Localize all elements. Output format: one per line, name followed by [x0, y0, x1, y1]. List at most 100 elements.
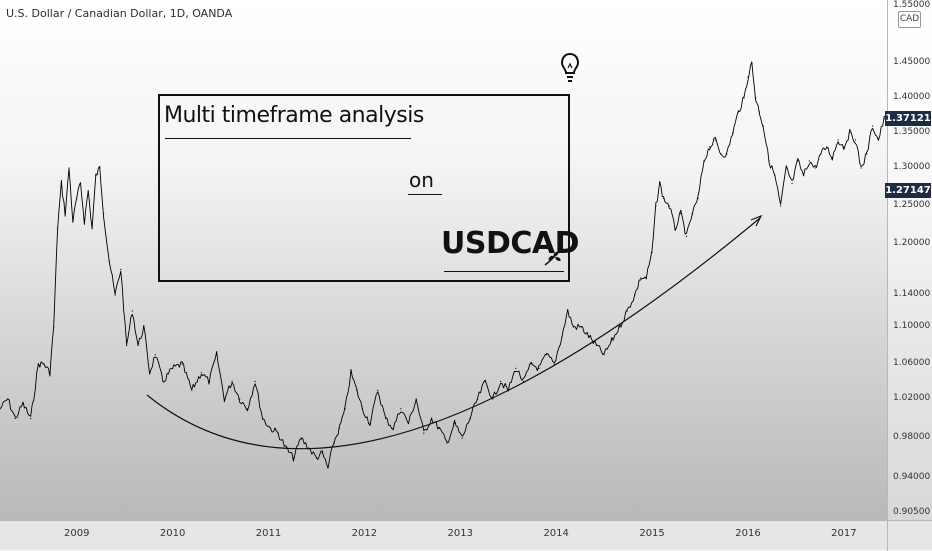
price-point: [651, 251, 653, 254]
rounded-bottom-arc: [146, 217, 761, 450]
sprig-icon: [544, 248, 562, 266]
price-point: [91, 228, 93, 230]
price-point: [64, 213, 66, 215]
price-point: [72, 220, 74, 222]
price-point: [392, 427, 394, 429]
price-point: [191, 389, 193, 391]
price-tick-label: 1.02000: [893, 393, 931, 403]
price-point: [315, 457, 317, 459]
price-point: [262, 417, 264, 420]
price-point: [645, 277, 647, 279]
price-point: [83, 220, 85, 222]
price-point: [356, 389, 358, 391]
price-point: [108, 260, 110, 262]
time-tick-label: 2010: [159, 528, 186, 539]
price-point: [686, 235, 688, 237]
price-point: [120, 268, 122, 271]
price-tick-label: 1.20000: [893, 238, 931, 248]
price-point: [703, 160, 705, 162]
price-point: [137, 344, 139, 347]
price-point: [751, 62, 753, 64]
price-point: [726, 153, 728, 155]
price-point: [469, 417, 471, 420]
price-tick-label: 1.14000: [893, 289, 931, 299]
price-tick-label: 0.90500: [893, 507, 931, 517]
price-tick-label: 0.94000: [893, 472, 931, 482]
price-point: [350, 372, 352, 374]
price-point: [854, 139, 857, 141]
price-point: [755, 97, 757, 99]
price-series-layer: [0, 61, 887, 469]
price-point: [808, 160, 810, 162]
price-point: [553, 363, 555, 365]
price-point: [697, 197, 699, 199]
price-point: [87, 190, 89, 192]
lightbulb-icon: [560, 52, 580, 82]
price-point: [626, 310, 628, 312]
price-point: [791, 182, 793, 184]
price-point: [430, 417, 433, 420]
price-point: [831, 156, 833, 159]
price-point: [618, 326, 621, 328]
price-point: [333, 442, 335, 444]
price-point: [461, 437, 463, 439]
price-point: [400, 408, 402, 410]
price-point: [680, 213, 682, 215]
price-point: [640, 277, 642, 279]
price-point: [208, 380, 210, 383]
price-point: [53, 326, 55, 328]
current-price-tag: 1.37121: [885, 111, 931, 127]
price-point: [826, 146, 828, 148]
annotation-line-2: on: [409, 168, 434, 192]
price-point: [768, 160, 770, 162]
price-tick-label: 1.40000: [893, 92, 931, 102]
price-point: [76, 197, 78, 199]
price-tick-label: 1.45000: [893, 57, 931, 67]
price-point: [837, 139, 839, 141]
time-tick-label: 2009: [63, 528, 90, 539]
annotation-underline-2: [408, 194, 442, 195]
price-point: [655, 205, 657, 207]
price-point: [877, 139, 880, 141]
arc-arrowhead: [750, 214, 763, 227]
price-point: [843, 146, 845, 148]
price-point: [131, 310, 133, 312]
price-axis[interactable]: [887, 0, 932, 520]
price-point: [747, 76, 749, 78]
price-point: [714, 139, 717, 141]
time-axis[interactable]: [0, 520, 887, 551]
price-point: [246, 408, 248, 410]
price-point: [758, 111, 761, 113]
price-tick-label: 1.25000: [893, 200, 931, 210]
axis-corner: [887, 520, 932, 551]
price-point: [580, 326, 582, 328]
price-point: [785, 167, 787, 169]
price-point: [327, 467, 329, 469]
price-point: [866, 153, 868, 155]
price-point: [154, 354, 156, 356]
price-point: [737, 111, 740, 113]
price-point: [277, 432, 279, 434]
price-point: [56, 228, 59, 230]
price-point: [797, 160, 799, 162]
price-point: [344, 408, 346, 410]
price-point: [780, 205, 782, 207]
time-tick-label: 2012: [351, 528, 378, 539]
time-tick-label: 2017: [831, 528, 857, 539]
price-point: [0, 408, 1, 410]
time-tick-label: 2011: [255, 528, 282, 539]
price-point: [860, 167, 862, 169]
price-point: [30, 417, 32, 420]
price-point: [561, 335, 563, 337]
price-point: [423, 432, 425, 434]
price-point: [149, 372, 151, 374]
price-point: [292, 457, 294, 459]
price-point: [674, 228, 676, 230]
currency-badge[interactable]: CAD: [898, 11, 921, 28]
price-point: [22, 403, 24, 405]
price-point: [476, 398, 479, 400]
price-tick-label: 1.10000: [893, 321, 931, 331]
time-tick-label: 2016: [735, 528, 761, 539]
price-point: [572, 326, 575, 328]
